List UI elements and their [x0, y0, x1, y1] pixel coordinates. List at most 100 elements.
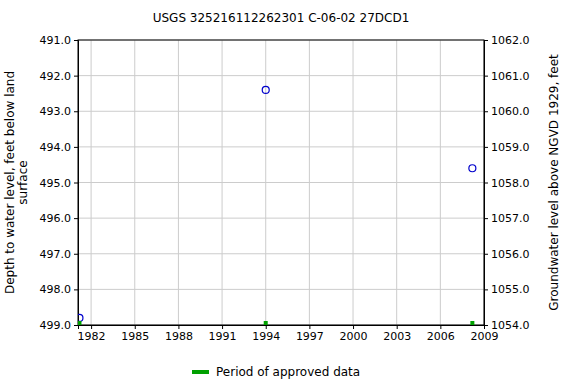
- tick-label: 492.0: [40, 70, 72, 83]
- tick: 491.0: [40, 34, 79, 47]
- tick-mark: [484, 76, 488, 77]
- grid-line: [78, 218, 484, 219]
- axis-line: [74, 41, 79, 326]
- point: [470, 321, 474, 325]
- tick-mark: [484, 325, 488, 326]
- tick: 1059.0: [484, 141, 530, 154]
- tick-mark: [135, 325, 136, 329]
- tick-mark: [74, 218, 78, 219]
- tick: 1982: [78, 325, 106, 343]
- tick-mark: [74, 40, 78, 41]
- tick-mark: [484, 111, 488, 112]
- grid-line: [78, 75, 484, 76]
- tick-label: 1055.0: [491, 283, 530, 296]
- tick-mark: [484, 40, 488, 41]
- point: [78, 321, 81, 325]
- tick-label: 1982: [78, 330, 106, 343]
- legend: Period of approved data: [192, 365, 360, 379]
- tick: 1060.0: [484, 105, 530, 118]
- tick-label: 491.0: [40, 34, 72, 47]
- tick-label: 495.0: [40, 177, 72, 190]
- tick: 2006: [427, 325, 455, 343]
- tick: 1055.0: [484, 283, 530, 296]
- tick-label: 496.0: [40, 212, 72, 225]
- tick: 498.0: [40, 283, 79, 296]
- tick-label: 1058.0: [491, 177, 530, 190]
- tick-label: 1061.0: [491, 70, 530, 83]
- axis-line: [79, 326, 485, 330]
- legend-label: Period of approved data: [216, 365, 360, 379]
- point: [262, 86, 269, 93]
- tick: 1054.0: [484, 319, 530, 332]
- tick-mark: [74, 111, 78, 112]
- tick: 1991: [209, 325, 237, 343]
- tick-mark: [74, 289, 78, 290]
- legend-swatch: [192, 370, 209, 374]
- grid: [78, 40, 484, 325]
- tick: 1056.0: [484, 248, 530, 261]
- tick-label: 493.0: [40, 105, 72, 118]
- tick-label: 494.0: [40, 141, 72, 154]
- point: [469, 165, 476, 172]
- tick: 1062.0: [484, 34, 530, 47]
- axis-line: [485, 41, 489, 326]
- tick: 493.0: [40, 105, 79, 118]
- y2-axis-title: Groundwater level above NGVD 1929, feet: [547, 54, 561, 311]
- tick-mark: [484, 147, 488, 148]
- grid-line: [78, 182, 484, 183]
- tick-label: 497.0: [40, 248, 72, 261]
- tick-label: 499.0: [40, 319, 72, 332]
- tick-mark: [74, 147, 78, 148]
- tick-mark: [484, 183, 488, 184]
- tick-mark: [440, 325, 441, 329]
- tick: 1058.0: [484, 177, 530, 190]
- point: [78, 314, 83, 321]
- tick-label: 1056.0: [491, 248, 530, 261]
- title: USGS 325216112262301 C-06-02 27DCD1: [153, 11, 410, 25]
- tick: 1994: [252, 325, 280, 343]
- tick: 1988: [165, 325, 193, 343]
- tick-label: 498.0: [40, 283, 72, 296]
- tick-label: 1997: [296, 330, 324, 343]
- y-axis-title: Depth to water level, feet below landsur…: [3, 71, 30, 294]
- tick: 2003: [383, 325, 411, 343]
- tick: 497.0: [40, 248, 79, 261]
- tick-label: 1994: [252, 330, 280, 343]
- tick-mark: [484, 289, 488, 290]
- tick: 1061.0: [484, 70, 530, 83]
- tick-label: 2000: [340, 330, 368, 343]
- tick-mark: [74, 325, 78, 326]
- tick-mark: [266, 325, 267, 329]
- tick-mark: [178, 325, 179, 329]
- tick-mark: [74, 76, 78, 77]
- tick-label: 1059.0: [491, 141, 530, 154]
- tick-mark: [74, 254, 78, 255]
- grid-line: [78, 289, 484, 290]
- tick-mark: [397, 325, 398, 329]
- grid-line: [78, 111, 484, 112]
- y-axis: 491.0 492.0 493.0 494.0 495.0 496.0 497.0 498.0…: [40, 34, 79, 332]
- tick-label: 1060.0: [491, 105, 530, 118]
- tick-mark: [74, 183, 78, 184]
- tick-mark: [309, 325, 310, 329]
- plot-area: [78, 86, 476, 325]
- tick-label: 1054.0: [491, 319, 530, 332]
- tick: 1057.0: [484, 212, 530, 225]
- tick: 2000: [340, 325, 368, 343]
- tick-mark: [91, 325, 92, 329]
- plot-frame: [78, 40, 484, 325]
- tick: 495.0: [40, 177, 79, 190]
- point: [264, 321, 268, 325]
- grid-line: [78, 146, 484, 147]
- tick-label: 1985: [121, 330, 149, 343]
- tick-label: 1057.0: [491, 212, 530, 225]
- x-axis: 1982198519881991199419972000200320062009: [78, 325, 499, 343]
- tick-mark: [484, 218, 488, 219]
- tick-mark: [484, 254, 488, 255]
- tick-label: 1062.0: [491, 34, 530, 47]
- tick-label: 2003: [383, 330, 411, 343]
- tick-label: 1991: [209, 330, 237, 343]
- tick: 1997: [296, 325, 324, 343]
- tick: 492.0: [40, 70, 79, 83]
- tick-label: 1988: [165, 330, 193, 343]
